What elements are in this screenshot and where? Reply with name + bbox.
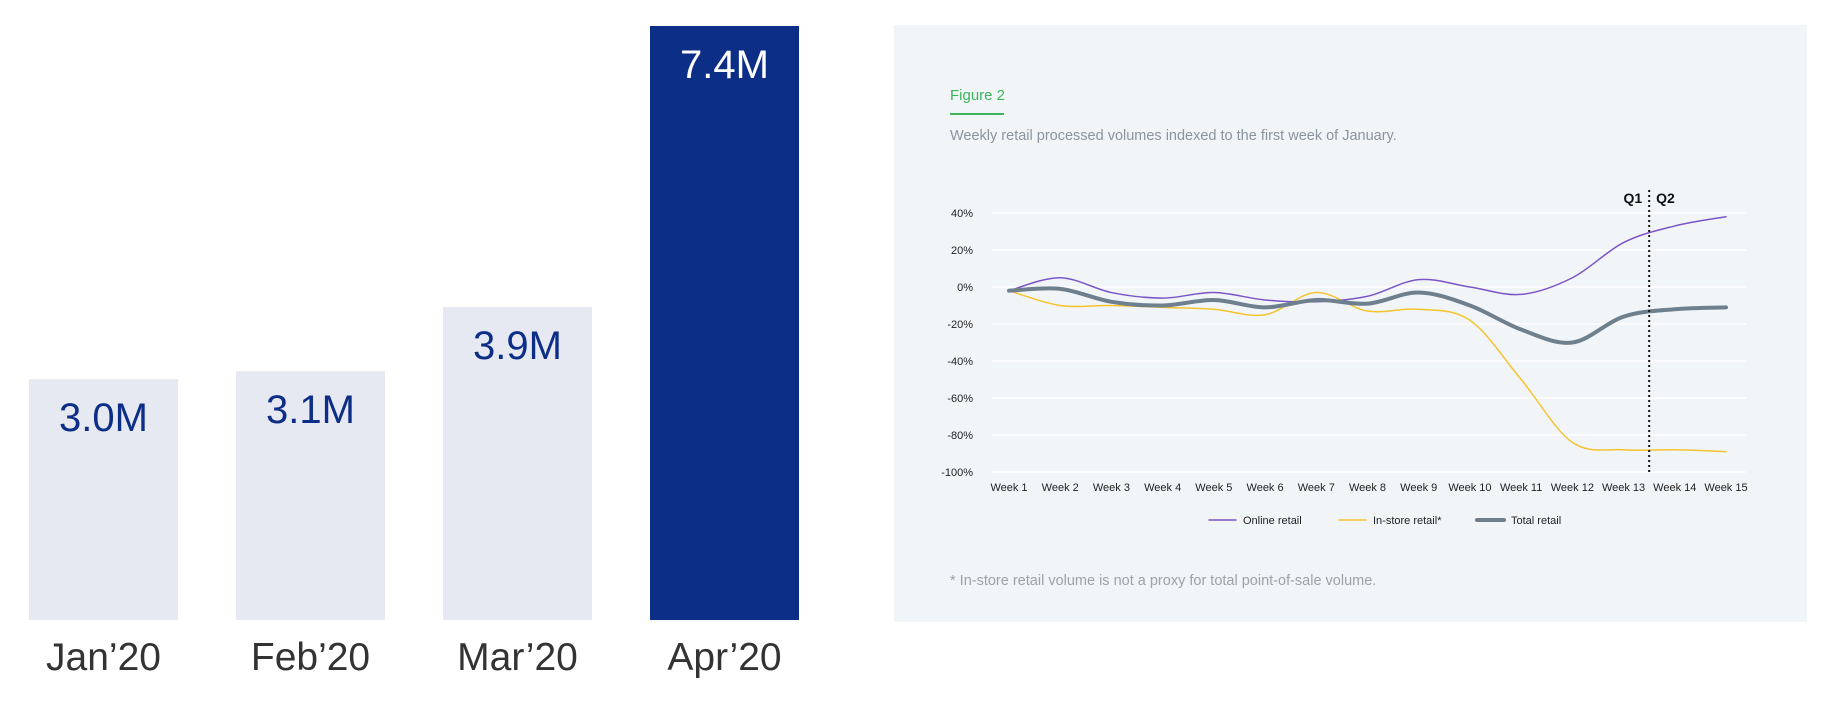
x-tick-label-13: Week 13 [1602,482,1645,494]
series-line-total-retail [1007,286,1728,345]
figure-label-underline [950,113,1004,115]
x-tick-label-5: Week 5 [1195,482,1232,494]
legend-label-2: In-store retail* [1373,515,1442,527]
monthly-volume-bar-chart: 3.0M Jan’20 3.1M Feb’20 3.9M Mar’20 7.4M Apr’20 [29,26,799,679]
x-tick-label-10: Week 10 [1448,482,1491,494]
y-tick-label-4: -20% [947,319,973,331]
legend-label-1: Online retail [1243,515,1302,527]
bar-value-label-4: 7.4M [680,43,769,87]
y-tick-label-7: -80% [947,430,973,442]
x-tick-label-3: Week 3 [1093,482,1130,494]
series-line-in-store-retail [1008,289,1727,453]
x-tick-label-1: Week 1 [990,482,1027,494]
quarter-label-q2: Q2 [1656,190,1675,206]
y-tick-label-5: -40% [947,356,973,368]
figure-label: Figure 2 [950,87,1006,104]
quarter-label-q1: Q1 [1623,190,1642,206]
legend-label-3: Total retail [1511,515,1561,527]
bar-2 [236,371,385,620]
bar-3 [443,306,592,620]
x-tick-label-15: Week 15 [1704,482,1747,494]
bar-category-label-4: Apr’20 [667,636,781,679]
x-tick-label-11: Week 11 [1500,482,1542,494]
bar-category-label-1: Jan’20 [46,636,161,679]
x-tick-label-14: Week 14 [1653,482,1696,494]
x-tick-label-12: Week 12 [1551,482,1594,494]
chart-subtitle: Weekly retail processed volumes indexed … [950,128,1397,144]
bar-1 [29,379,178,620]
chart-footnote: * In-store retail volume is not a proxy … [950,573,1377,589]
y-tick-label-8: -100% [941,467,973,479]
weekly-retail-line-chart: 40% 20% 0% -20% -40% -60% -80% -100% Week 1 Week … [941,190,1748,527]
y-tick-label-2: 20% [951,245,973,257]
x-tick-label-6: Week 6 [1247,482,1284,494]
bar-category-label-2: Feb’20 [251,636,370,679]
bar-value-label-3: 3.9M [473,324,562,368]
x-tick-label-7: Week 7 [1298,482,1335,494]
figure-2-panel: Figure 2 Weekly retail processed volumes… [894,25,1807,622]
x-tick-label-4: Week 4 [1144,482,1181,494]
x-tick-label-8: Week 8 [1349,482,1386,494]
bar-category-label-3: Mar’20 [457,636,578,679]
y-tick-label-6: -60% [947,393,973,405]
x-tick-label-2: Week 2 [1042,482,1079,494]
y-tick-label-3: 0% [957,282,973,294]
bar-value-label-1: 3.0M [59,396,148,440]
bar-value-label-2: 3.1M [266,388,355,432]
series-line-online-retail [1008,215,1727,303]
y-tick-label-1: 40% [951,208,973,220]
x-tick-label-9: Week 9 [1400,482,1437,494]
bar-4 [650,26,799,620]
